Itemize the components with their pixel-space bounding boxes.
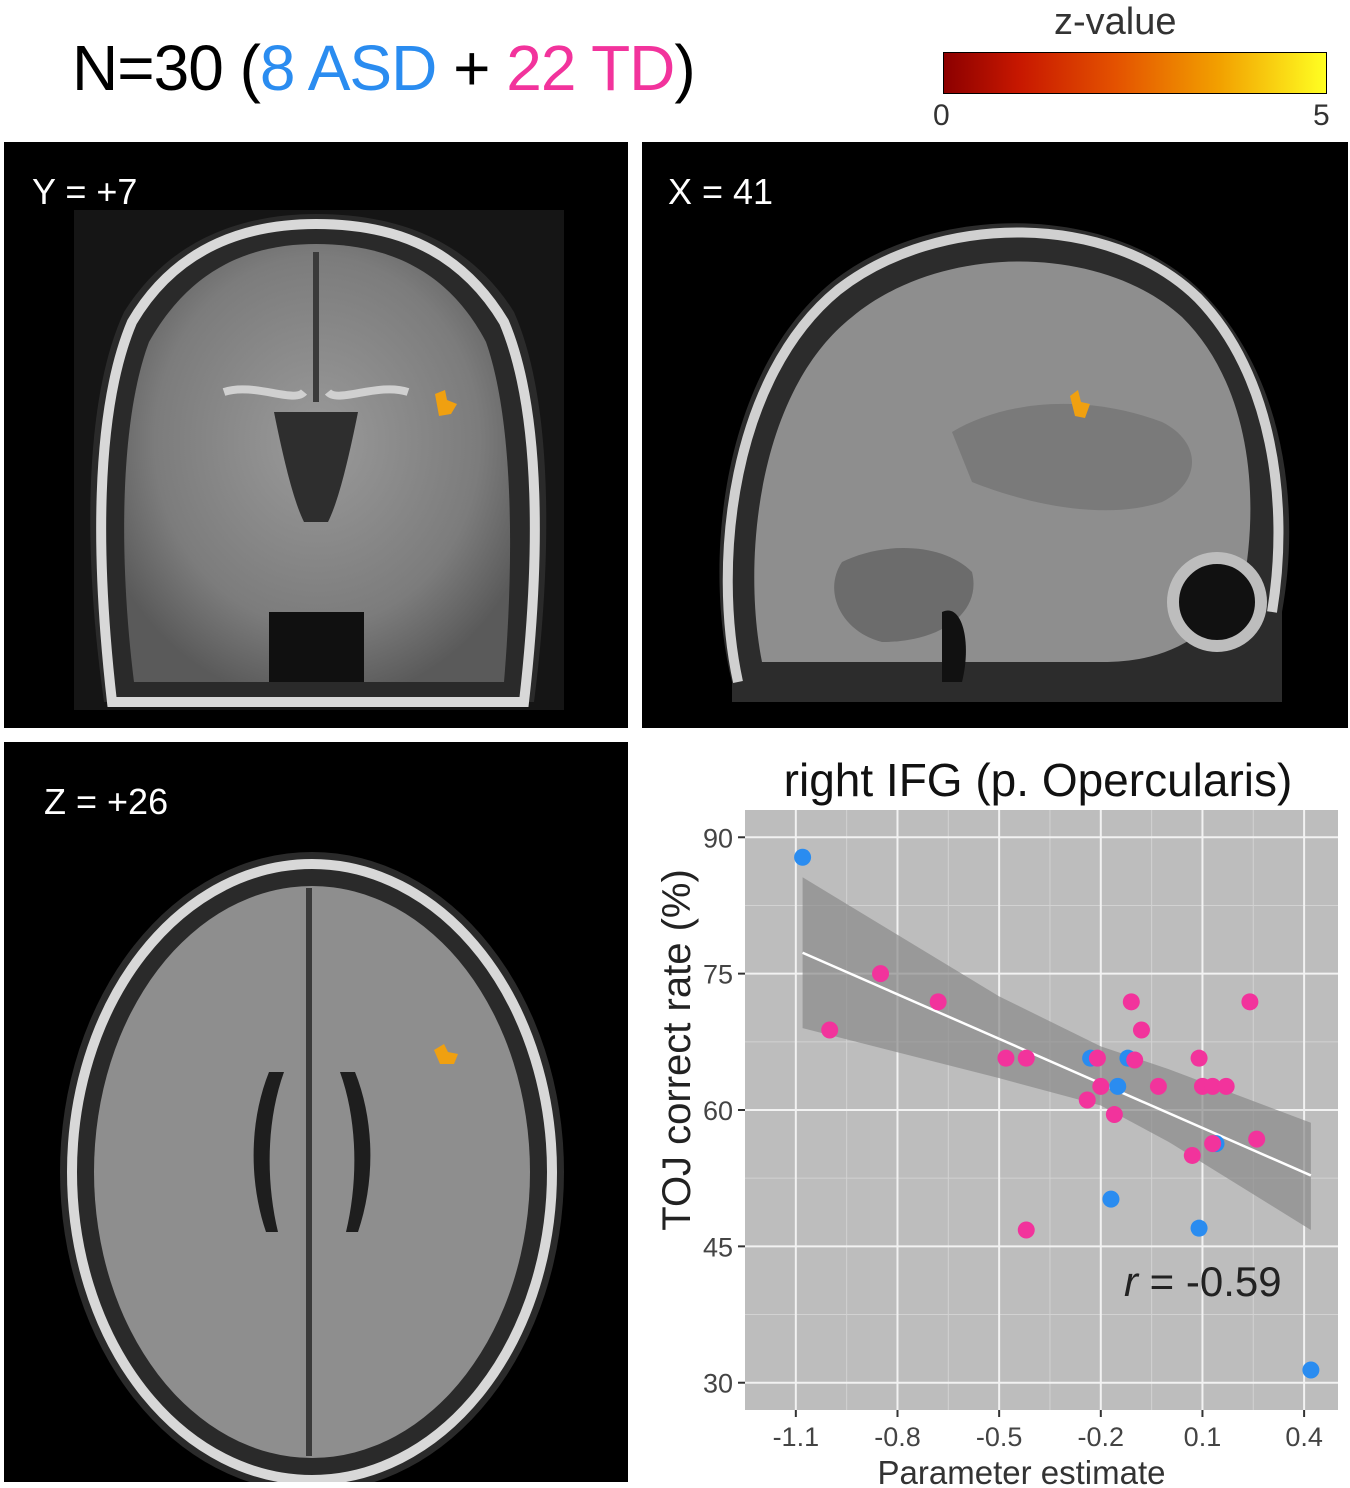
axial-brain-panel: Z = +26 [4,742,628,1482]
title-n: N=30 ( [72,32,261,104]
data-point-asd [1190,1219,1208,1237]
data-point-td [1204,1135,1222,1153]
data-point-td [872,965,890,983]
y-tick-label: 90 [703,823,733,853]
data-point-td [821,1021,839,1039]
colorbar-max: 5 [1313,99,1330,132]
coronal-brain-image [74,210,564,710]
figure-title: N=30 (8 ASD + 22 TD) [72,28,696,108]
sagittal-brain-image [719,223,1290,702]
scatter-plot: -1.1 -0.8 -0.5 -0.2 0.1 0.4 30 45 60 75 90 Paramete… [655,810,1338,1486]
data-point-td [1122,993,1140,1011]
data-point-td [997,1049,1015,1067]
data-point-asd [1109,1077,1127,1095]
regression-line [802,951,1312,1177]
correlation-annotation: r = -0.59 [1124,1258,1282,1306]
coronal-brain-panel: Y = +7 [4,142,628,728]
data-point-td [1017,1221,1035,1239]
y-tick-label: 60 [703,1096,733,1126]
y-tick-label: 30 [703,1369,733,1399]
x-tick-label: 0.1 [1184,1422,1222,1452]
y-tick-label: 45 [703,1232,733,1262]
x-axis-label: Parameter estimate [878,1454,1166,1486]
x-tick-label: -0.2 [1078,1422,1125,1452]
title-td: 22 TD [506,32,675,104]
data-point-td [1092,1077,1110,1095]
confidence-band [802,877,1311,1230]
x-tick-label: -0.8 [874,1422,921,1452]
data-point-asd [1102,1190,1120,1208]
r-value: = -0.59 [1138,1258,1282,1305]
sagittal-label: X = 41 [668,171,774,212]
data-point-td [1132,1021,1150,1039]
colorbar [943,52,1327,94]
data-point-td [1017,1049,1035,1067]
data-point-td [1088,1049,1106,1067]
title-close: ) [674,32,695,104]
title-asd: 8 ASD [259,32,437,104]
colorbar-label: z-value [1054,1,1177,43]
data-point-td [1183,1146,1201,1164]
y-axis-label: TOJ correct rate (%) [655,869,699,1231]
axial-brain-image [60,852,564,1482]
data-point-td [1204,1077,1222,1095]
colorbar-min: 0 [933,99,950,132]
data-point-td [1078,1091,1096,1109]
r-symbol: r [1124,1258,1138,1305]
x-tick-label: -0.5 [976,1422,1023,1452]
data-point-td [1126,1051,1144,1069]
x-tick-label: 0.4 [1285,1422,1323,1452]
coronal-label: Y = +7 [32,171,138,212]
sagittal-brain-panel: X = 41 [642,142,1348,728]
data-point-td [1149,1077,1167,1095]
data-point-asd [1302,1361,1320,1379]
data-point-td [1105,1106,1123,1124]
data-point-td [1217,1077,1235,1095]
data-point-asd [794,848,812,866]
y-tick-label: 75 [703,960,733,990]
title-plus: + [436,32,507,104]
chart-title: right IFG (p. Opercularis) [783,754,1293,806]
axial-label: Z = +26 [44,781,169,822]
data-point-td [1248,1130,1266,1148]
x-tick-label: -1.1 [773,1422,820,1452]
data-point-td [1190,1049,1208,1067]
data-point-td [1241,993,1259,1011]
data-point-td [929,993,947,1011]
